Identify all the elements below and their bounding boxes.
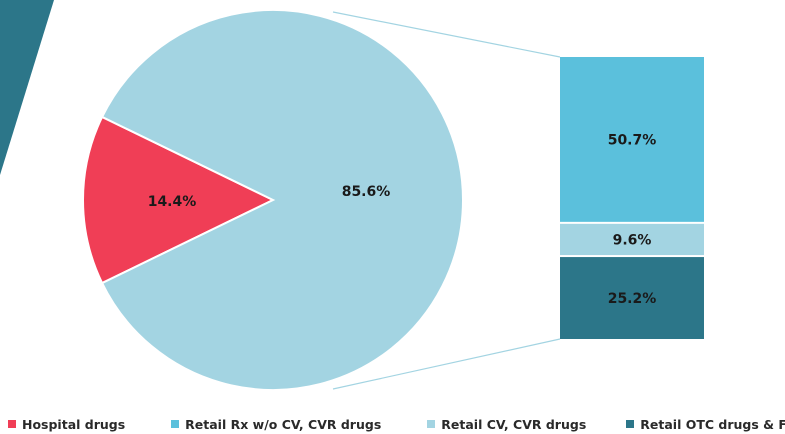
legend-label: Hospital drugs	[22, 416, 126, 432]
legend-label: Retail CV, CVR drugs	[441, 416, 587, 432]
bar-segment-label: 50.7%	[608, 132, 657, 148]
legend-label: Retail OTC drugs & FS	[640, 416, 785, 432]
bar-segment-label: 25.2%	[608, 291, 657, 307]
bar-segment-label: 9.6%	[613, 232, 652, 248]
bar-segment-retail-rx	[560, 57, 704, 222]
connector-top	[332, 11, 561, 58]
legend-swatch-icon	[427, 420, 436, 428]
bar-segment-retail-cv	[560, 223, 704, 256]
pie-slice-label: 14.4%	[148, 194, 197, 210]
legend-item-retail-otc: Retail OTC drugs & FS	[626, 417, 785, 432]
breakdown-bar: 50.7% 9.6% 25.2%	[560, 57, 704, 339]
legend-label: Retail Rx w/o CV, CVR drugs	[185, 416, 382, 432]
legend-item-retail-rx: Retail Rx w/o CV, CVR drugs	[171, 417, 381, 432]
pie-of-bar-chart: 14.4% 85.6% 50.7% 9.6% 25.2%	[0, 0, 704, 391]
legend-swatch-icon	[626, 420, 635, 428]
legend: Hospital drugs Retail Rx w/o CV, CVR dru…	[8, 414, 785, 434]
pie-slice-hospital-drugs	[82, 115, 276, 285]
legend-item-retail-cv: Retail CV, CVR drugs	[427, 417, 586, 432]
bar-segment-retail-otc	[560, 257, 704, 339]
connector-bottom	[332, 338, 561, 390]
pie-slice-label: 85.6%	[342, 184, 391, 200]
legend-swatch-icon	[8, 420, 16, 428]
legend-swatch-icon	[171, 420, 180, 428]
legend-item-hospital-drugs: Hospital drugs	[8, 417, 125, 432]
corner-decoration	[0, 0, 54, 175]
pie: 14.4% 85.6%	[82, 9, 464, 391]
pie-slice-retail	[100, 9, 464, 391]
